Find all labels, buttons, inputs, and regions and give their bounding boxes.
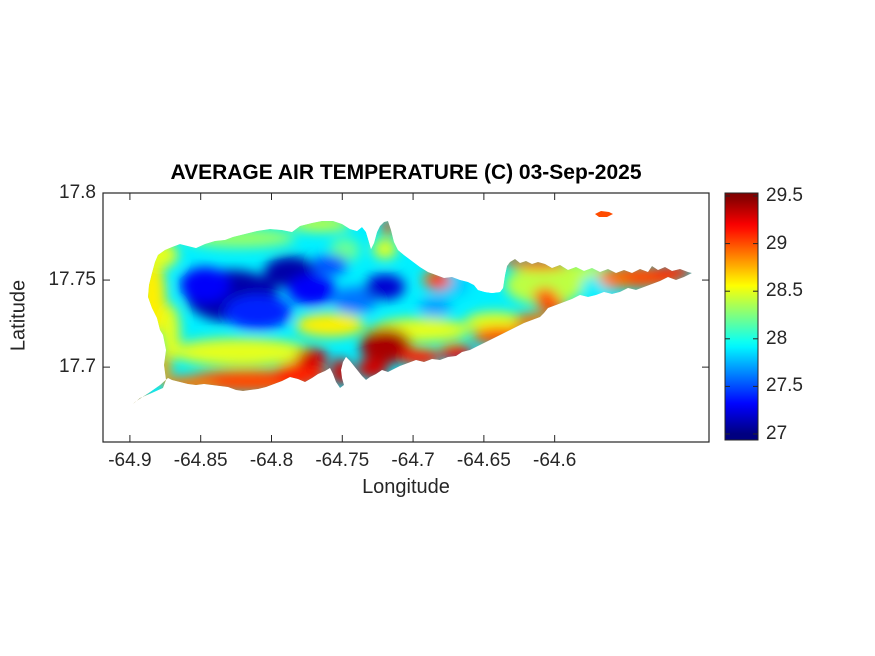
temp-blob [224,294,292,330]
temp-blob [650,265,692,279]
colorbar [724,192,759,441]
temp-blob [373,239,397,259]
buck-islet [595,211,613,217]
x-tick-label: -64.65 [456,450,511,471]
temp-blob [465,312,525,332]
temp-blob [180,267,230,303]
temp-blob [296,348,328,368]
temp-blob [514,313,550,329]
y-tick-label: 17.8 [59,182,96,203]
y-axis-label: Latitude [7,279,30,352]
temp-blob [295,313,365,337]
colorbar-tick-label: 28.5 [766,280,803,302]
temp-blob [360,328,412,364]
colorbar-tick-label: 29 [766,232,788,254]
temp-blob [400,348,440,366]
x-tick-label: -64.85 [173,450,228,471]
island-heatmap [133,221,692,404]
temp-blob [533,288,557,304]
temp-blob [290,221,350,232]
temp-blob [382,221,394,236]
temp-blob [162,376,218,392]
temp-blob [601,273,629,289]
temp-blob [331,358,351,386]
colorbar-tick-label: 27.5 [766,375,803,397]
temp-blob [333,287,377,313]
x-tick-label: -64.9 [108,450,152,471]
temp-blob [157,354,171,382]
x-tick-label: -64.6 [533,450,577,471]
x-tick-label: -64.8 [249,450,294,471]
colorbar-tick-label: 28 [766,327,788,349]
temp-blob [142,241,178,269]
colorbar-gradient [724,192,759,441]
temp-blob [502,256,522,266]
temp-blob [439,344,473,360]
y-tick-label: 17.75 [48,269,96,291]
temp-blob [170,338,310,366]
temp-blob [419,298,451,316]
temp-blob [365,274,405,300]
colorbar-tick-label: 27 [766,423,788,444]
x-tick-label: -64.75 [315,450,370,471]
x-tick-label: -64.7 [391,450,435,471]
axes-box [102,192,710,443]
x-axis-label: Longitude [362,476,450,498]
axes-border [102,192,710,443]
colorbar-ticks [725,195,758,435]
y-tick-label: 17.7 [59,356,96,378]
temp-blob [185,228,295,248]
temp-blob [133,395,153,404]
temp-blob [472,327,528,345]
temp-blob [512,258,568,270]
temp-blob [288,274,336,306]
temp-blob [356,359,388,379]
chart-title: AVERAGE AIR TEMPERATURE (C) 03-Sep-2025 [170,161,642,184]
colorbar-tick-label: 29.5 [766,185,803,206]
temp-blob [312,255,348,275]
temp-blob [430,274,448,288]
